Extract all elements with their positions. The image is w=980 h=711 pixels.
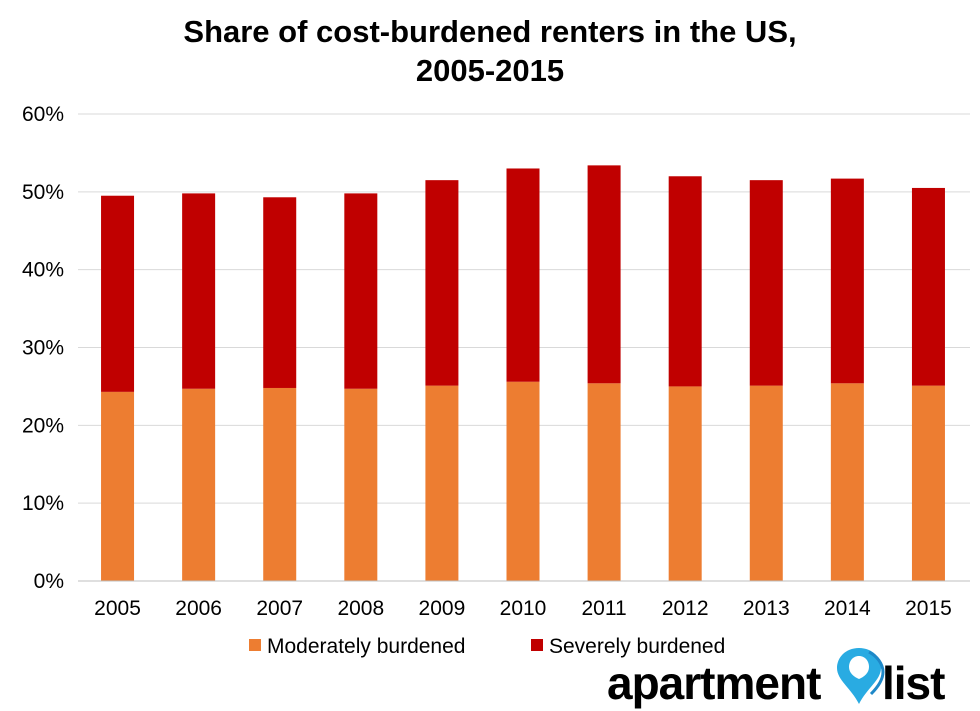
location-pin-icon [837,648,885,704]
y-tick-label: 60% [22,103,64,126]
legend-swatch [531,639,543,651]
bar-moderately-burdened-2005 [101,391,135,581]
y-tick-label: 50% [22,181,64,204]
y-tick-label: 30% [22,337,64,360]
logo-text-list: list [882,657,945,709]
y-tick-label: 40% [22,259,64,282]
chart-title-line-1: Share of cost-burdened renters in the US… [183,14,796,49]
chart-title-line-2: 2005-2015 [416,53,564,88]
bar-severely-burdened-2013 [749,180,783,386]
logo-text-apartment: apartment [607,657,821,709]
bar-severely-burdened-2010 [506,168,540,382]
chart-title: Share of cost-burdened renters in the US… [183,14,796,88]
y-tick-label: 0% [34,570,64,593]
x-tick-label: 2014 [824,597,871,620]
bar-severely-burdened-2011 [587,165,621,384]
x-tick-label: 2007 [256,597,303,620]
bar-moderately-burdened-2014 [830,383,864,581]
bar-moderately-burdened-2006 [182,388,216,581]
bars [101,165,945,581]
y-axis-tick-labels: 0% 10% 20% 30% 40% 50% 60% [22,103,64,593]
bar-moderately-burdened-2012 [668,386,702,581]
x-tick-label: 2006 [175,597,222,620]
x-tick-label: 2010 [500,597,547,620]
bar-severely-burdened-2005 [101,195,135,392]
apartment-list-logo: apartment list [607,648,946,709]
bar-severely-burdened-2009 [425,180,459,386]
bar-moderately-burdened-2015 [911,385,945,581]
x-tick-label: 2009 [419,597,466,620]
legend-swatch [249,639,261,651]
legend-label: Severely burdened [549,635,725,658]
x-tick-label: 2008 [337,597,384,620]
x-tick-label: 2012 [662,597,709,620]
bar-moderately-burdened-2008 [344,388,378,581]
x-tick-label: 2011 [582,597,627,620]
x-tick-label: 2013 [743,597,790,620]
bar-severely-burdened-2007 [263,197,297,388]
y-tick-label: 10% [22,492,64,515]
bar-severely-burdened-2008 [344,193,378,389]
legend-label: Moderately burdened [267,635,465,658]
bar-moderately-burdened-2011 [587,383,621,581]
bar-severely-burdened-2012 [668,176,702,387]
bar-moderately-burdened-2013 [749,385,783,581]
bar-severely-burdened-2006 [182,193,216,389]
x-tick-label: 2005 [94,597,141,620]
x-tick-label: 2015 [905,597,952,620]
bar-severely-burdened-2014 [830,178,864,384]
bar-moderately-burdened-2007 [263,387,297,581]
bar-moderately-burdened-2009 [425,385,459,581]
bar-severely-burdened-2015 [911,187,945,386]
y-tick-label: 20% [22,414,64,437]
bar-moderately-burdened-2010 [506,381,540,581]
legend: Moderately burdened Severely burdened [249,635,725,658]
x-axis-tick-labels: 2005 2006 2007 2008 2009 2010 2011 2012 2013 2014… [94,597,952,620]
